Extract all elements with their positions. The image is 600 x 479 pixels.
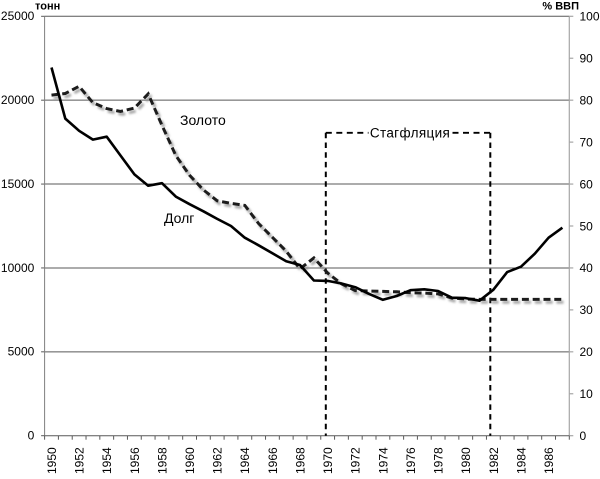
svg-text:1962: 1962 bbox=[211, 447, 225, 474]
svg-text:Золото: Золото bbox=[180, 112, 226, 128]
svg-text:% ВВП: % ВВП bbox=[542, 1, 579, 13]
svg-text:90: 90 bbox=[580, 52, 594, 66]
svg-text:1960: 1960 bbox=[183, 447, 197, 474]
svg-text:1976: 1976 bbox=[404, 447, 418, 474]
svg-text:1980: 1980 bbox=[459, 447, 473, 474]
svg-text:1982: 1982 bbox=[487, 447, 501, 474]
svg-text:1984: 1984 bbox=[514, 447, 528, 474]
svg-text:1968: 1968 bbox=[293, 447, 307, 474]
svg-text:1974: 1974 bbox=[376, 447, 390, 474]
svg-text:Стагфляция: Стагфляция bbox=[370, 126, 450, 141]
svg-text:Долг: Долг bbox=[164, 210, 194, 226]
svg-text:1950: 1950 bbox=[45, 447, 59, 474]
svg-text:1972: 1972 bbox=[349, 447, 363, 474]
svg-text:15000: 15000 bbox=[1, 177, 35, 191]
svg-text:30: 30 bbox=[580, 303, 594, 317]
svg-text:80: 80 bbox=[580, 94, 594, 108]
svg-text:20000: 20000 bbox=[1, 93, 35, 107]
svg-text:50: 50 bbox=[580, 219, 594, 233]
svg-text:10000: 10000 bbox=[1, 261, 35, 275]
svg-text:1954: 1954 bbox=[100, 447, 114, 474]
svg-text:25000: 25000 bbox=[1, 9, 35, 23]
svg-text:0: 0 bbox=[28, 429, 35, 443]
svg-text:1956: 1956 bbox=[128, 447, 142, 474]
svg-text:60: 60 bbox=[580, 177, 594, 191]
svg-text:40: 40 bbox=[580, 261, 594, 275]
svg-text:1986: 1986 bbox=[542, 447, 556, 474]
svg-text:1966: 1966 bbox=[266, 447, 280, 474]
svg-text:20: 20 bbox=[580, 345, 594, 359]
svg-text:100: 100 bbox=[580, 10, 600, 24]
svg-text:5000: 5000 bbox=[8, 345, 35, 359]
svg-text:1964: 1964 bbox=[238, 447, 252, 474]
svg-text:1970: 1970 bbox=[321, 447, 335, 474]
svg-text:1978: 1978 bbox=[432, 447, 446, 474]
svg-text:1958: 1958 bbox=[155, 447, 169, 474]
svg-text:70: 70 bbox=[580, 135, 594, 149]
svg-text:0: 0 bbox=[580, 429, 587, 443]
svg-text:1952: 1952 bbox=[73, 447, 87, 474]
svg-text:тонн: тонн bbox=[35, 1, 60, 13]
svg-text:10: 10 bbox=[580, 387, 594, 401]
